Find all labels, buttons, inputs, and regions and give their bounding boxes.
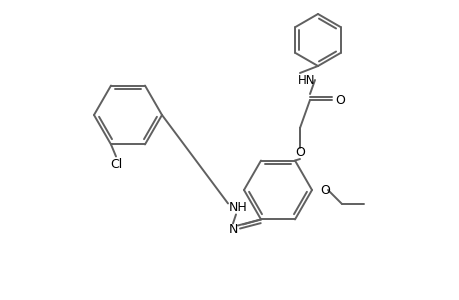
Text: N: N [228,223,237,236]
Text: Cl: Cl [110,158,122,171]
Text: O: O [319,184,329,196]
Text: O: O [334,94,344,106]
Text: NH: NH [228,201,247,214]
Text: O: O [294,146,304,158]
Text: HN: HN [297,74,315,86]
